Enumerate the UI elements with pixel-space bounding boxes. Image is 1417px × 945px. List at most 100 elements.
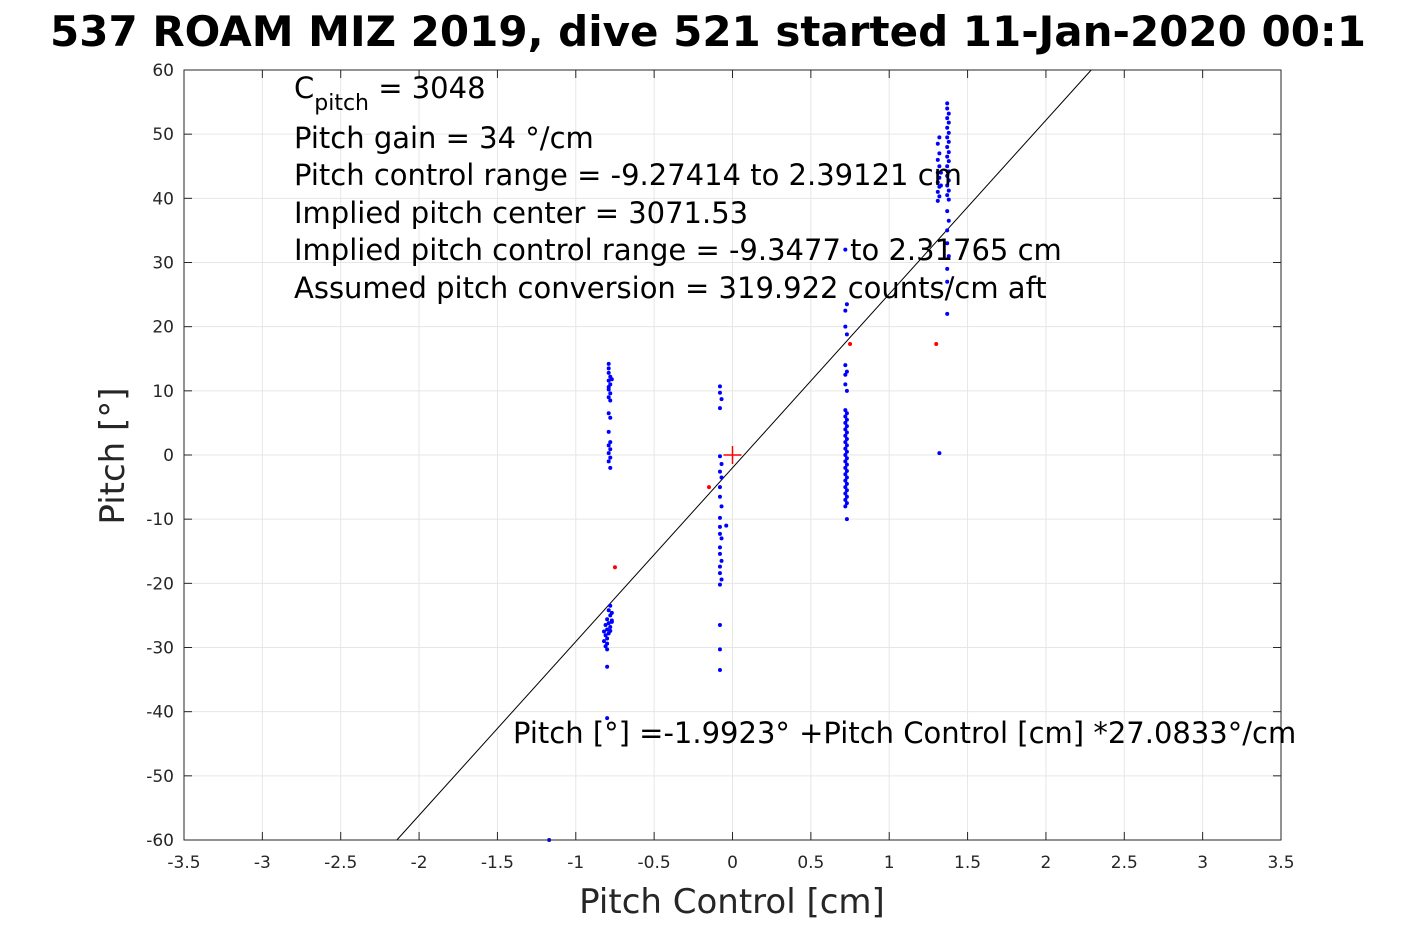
plot-frame bbox=[183, 69, 1282, 841]
blue-data-point bbox=[719, 397, 724, 402]
c-pitch-main: C bbox=[294, 71, 314, 105]
x-tick-labels: -3.5 -3 -2.5 -2 -1.5 -1 -0.5 0 0.5 1 1.5 2 2.5 3 3.5 bbox=[167, 853, 1294, 873]
blue-data-point bbox=[843, 363, 848, 368]
blue-data-point bbox=[844, 332, 849, 337]
blue-data-point bbox=[843, 491, 848, 496]
blue-data-point bbox=[843, 497, 848, 502]
blue-data-point bbox=[946, 139, 951, 144]
blue-data-point bbox=[937, 194, 942, 199]
y-tick-label: 10 bbox=[152, 382, 174, 402]
blue-data-point bbox=[844, 443, 849, 448]
blue-data-point bbox=[606, 429, 611, 434]
c-pitch-subscript: pitch bbox=[314, 91, 369, 116]
blue-data-point bbox=[608, 447, 613, 452]
center-marker bbox=[723, 446, 742, 464]
blue-data-point bbox=[717, 564, 722, 569]
x-tick-label: -2.5 bbox=[324, 853, 357, 873]
blue-data-point bbox=[946, 197, 951, 202]
blue-data-point bbox=[606, 411, 611, 416]
blue-data-point bbox=[606, 387, 611, 392]
blue-data-point bbox=[717, 531, 722, 536]
blue-data-point bbox=[946, 188, 951, 193]
blue-data-point bbox=[844, 475, 849, 480]
blue-data-point bbox=[601, 639, 606, 644]
red-data-point bbox=[934, 341, 939, 346]
blue-data-point bbox=[717, 384, 722, 389]
y-axis-label: Pitch [°] bbox=[93, 387, 133, 524]
blue-data-point bbox=[719, 475, 724, 480]
blue-data-point bbox=[717, 551, 722, 556]
pitch-conversion-annotation: Assumed pitch conversion = 319.922 count… bbox=[294, 271, 1047, 305]
blue-data-point bbox=[717, 582, 722, 587]
x-tick-label: 0.5 bbox=[797, 853, 824, 873]
blue-data-point bbox=[945, 101, 950, 106]
x-tick-label: 1.5 bbox=[954, 853, 981, 873]
blue-data-point bbox=[844, 456, 849, 461]
blue-data-point bbox=[608, 398, 613, 403]
blue-data-point bbox=[843, 459, 848, 464]
blue-data-point bbox=[844, 449, 849, 454]
blue-data-point bbox=[935, 170, 940, 175]
y-tick-label: -20 bbox=[146, 574, 174, 594]
blue-data-point bbox=[937, 135, 942, 140]
blue-data-point bbox=[608, 613, 613, 618]
blue-data-point bbox=[946, 178, 951, 183]
blue-data-point bbox=[843, 420, 848, 425]
blue-data-point bbox=[946, 111, 951, 116]
y-tick-label: 60 bbox=[152, 61, 174, 81]
x-tick-label: 2 bbox=[1041, 853, 1052, 873]
y-tick-label: -10 bbox=[146, 510, 174, 530]
blue-data-point bbox=[606, 451, 611, 456]
y-tick-label: 50 bbox=[152, 125, 174, 145]
y-tick-label: -30 bbox=[146, 639, 174, 659]
blue-data-point bbox=[844, 369, 849, 374]
blue-data-point bbox=[609, 377, 614, 382]
blue-data-point bbox=[946, 169, 951, 174]
y-tick-label: -50 bbox=[146, 767, 174, 787]
blue-data-point bbox=[717, 623, 722, 628]
blue-data-point bbox=[844, 481, 849, 486]
implied-pitch-center-annotation: Implied pitch center = 3071.53 bbox=[294, 196, 748, 230]
blue-data-point bbox=[844, 417, 849, 422]
blue-data-point bbox=[601, 629, 606, 634]
blue-data-point bbox=[945, 183, 950, 188]
blue-data-point bbox=[935, 198, 940, 203]
blue-data-point bbox=[945, 279, 950, 284]
y-tick-label: 30 bbox=[152, 254, 174, 274]
x-tick-label: 3.5 bbox=[1267, 853, 1294, 873]
fit-line bbox=[396, 69, 1092, 841]
blue-data-point bbox=[606, 378, 611, 383]
blue-data-point bbox=[945, 164, 950, 169]
x-tick-label: 0 bbox=[727, 853, 738, 873]
fit-equation-annotation: Pitch [°] =-1.9923° +Pitch Control [cm] … bbox=[513, 716, 1296, 750]
blue-data-point bbox=[945, 135, 950, 140]
blue-data-point bbox=[603, 644, 608, 649]
blue-data-point bbox=[843, 414, 848, 419]
blue-data-point bbox=[606, 361, 611, 366]
blue-data-point bbox=[945, 173, 950, 178]
blue-data-point bbox=[605, 664, 610, 669]
x-tick-label: -3.5 bbox=[167, 853, 200, 873]
blue-data-point bbox=[844, 488, 849, 493]
blue-data-point bbox=[843, 247, 848, 252]
red-data-point bbox=[848, 341, 853, 346]
x-tick-label: -3 bbox=[254, 853, 271, 873]
y-tick-label: -60 bbox=[146, 831, 174, 851]
blue-data-point bbox=[938, 183, 943, 188]
blue-data-point bbox=[606, 370, 611, 375]
blue-data-point bbox=[603, 633, 608, 638]
blue-data-point bbox=[608, 415, 613, 420]
data-points bbox=[547, 101, 951, 842]
blue-data-point bbox=[606, 621, 611, 626]
blue-data-point bbox=[717, 469, 722, 474]
blue-data-point bbox=[606, 608, 611, 613]
blue-data-point bbox=[844, 436, 849, 441]
blue-data-point bbox=[717, 454, 722, 459]
blue-data-point bbox=[719, 504, 724, 509]
blue-data-point bbox=[945, 209, 950, 214]
y-tick-label: 40 bbox=[152, 189, 174, 209]
blue-data-point bbox=[937, 151, 942, 156]
blue-data-point bbox=[946, 130, 951, 135]
implied-pitch-range-annotation: Implied pitch control range = -9.3477 to… bbox=[294, 233, 1062, 267]
x-tick-label: -1 bbox=[567, 853, 584, 873]
